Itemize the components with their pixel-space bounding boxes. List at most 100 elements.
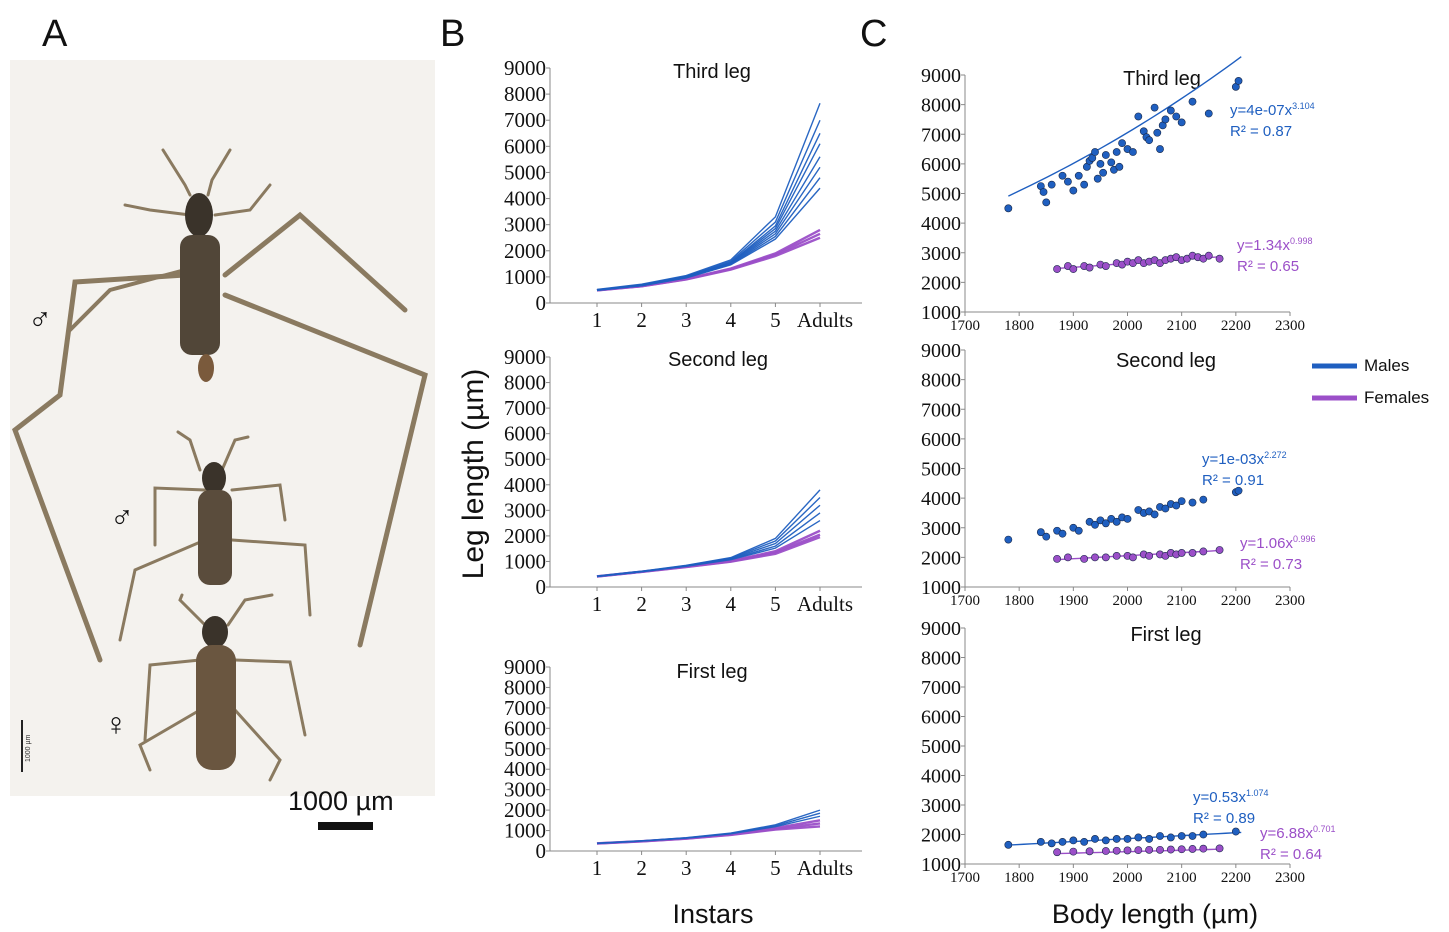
data-point-males [1047,839,1056,848]
data-point-males [1204,109,1213,118]
x-tick-label: 2300 [1275,593,1305,609]
antenna-right [226,593,274,627]
data-point-females [1145,551,1154,560]
y-tick-label: 3000 [504,213,546,237]
series-line-males [596,512,821,578]
data-point-males [1042,198,1051,207]
x-tick-label: 1700 [950,318,980,334]
y-tick-label: 8000 [504,675,546,699]
data-point-females [1101,553,1110,562]
y-tick-label: 8000 [921,370,961,392]
female-head [202,616,228,648]
y-tick-label: 9000 [504,56,546,80]
data-point-males [1161,504,1170,513]
foreleg-left [123,203,192,217]
y-tick-label: 5000 [921,736,961,758]
y-tick-label: 8000 [504,371,546,395]
antenna-left [161,148,192,197]
x-tick-label: 1900 [1058,870,1088,886]
x-tick-label: 2100 [1167,870,1197,886]
data-point-males [1145,136,1154,145]
data-point-males [1074,526,1083,535]
data-point-males [1069,186,1078,195]
midleg-left [68,268,187,332]
antenna-left [178,593,207,627]
data-point-males [1074,171,1083,180]
female-insect [138,593,307,782]
antenna-right [220,435,250,472]
leg-right-2 [230,538,312,617]
female-symbol: ♀ [104,706,128,742]
y-tick-label: 4000 [504,187,546,211]
y-tick-label: 5000 [504,737,546,761]
data-point-females [1199,547,1208,556]
data-point-males [1172,112,1181,121]
data-point-females [1091,553,1099,562]
y-tick-label: 7000 [921,677,961,699]
data-point-males [1156,832,1164,840]
data-point-females [1069,847,1078,856]
chart-title: Third leg [1123,68,1201,90]
y-tick-label: 9000 [921,340,961,362]
y-tick-label: 0 [536,575,547,599]
data-point-females [1199,844,1208,853]
x-tick-label: 2300 [1275,318,1305,334]
data-point-females [1053,265,1061,273]
x-tick-label: 2200 [1221,593,1251,609]
b-ylabel: Leg length (µm) [457,369,490,580]
data-point-females [1177,845,1186,854]
series-line-males [596,519,821,578]
data-point-males [1091,148,1099,156]
r-squared-females: R² = 0.65 [1237,258,1299,275]
antenna-left [176,430,202,472]
c-xlabel: Body length (µm) [1052,899,1258,929]
panel-letter-b: B [440,13,465,55]
data-point-males [1069,836,1078,845]
hindleg-left [12,272,188,663]
x-tick-label: 1800 [1004,593,1034,609]
y-tick-label: 1000 [921,854,961,876]
y-tick-label: 9000 [504,655,546,679]
y-tick-label: 3000 [504,498,546,522]
data-point-males [1058,837,1067,846]
x-tick-label: 1 [592,592,603,616]
y-tick-label: 7000 [921,399,961,421]
data-point-males [1188,832,1197,840]
charts-layer: Third leg0100020003000400050006000700080… [504,56,1336,886]
y-tick-label: 7000 [504,696,546,720]
large-male-body [180,235,220,355]
midleg-right [222,211,408,313]
x-tick-label: 3 [681,592,692,616]
y-tick-label: 4000 [504,757,546,781]
chart-title: First leg [676,661,747,683]
data-point-males [1004,840,1013,849]
data-point-males [1161,115,1170,124]
data-point-males [1166,106,1175,115]
y-tick-label: 8000 [921,95,961,117]
data-point-females [1204,251,1213,260]
data-point-males [1058,529,1067,538]
y-tick-label: 4000 [504,473,546,497]
data-point-females [1053,848,1061,857]
leg-left-1 [143,658,202,742]
chart-title: Second leg [1116,350,1216,372]
y-tick-label: 7000 [504,108,546,132]
y-tick-label: 1000 [504,549,546,573]
equation-females: y=1.34x0.998 [1237,236,1313,254]
series-line-males [596,119,821,291]
x-tick-label: 3 [681,308,692,332]
data-point-males [1177,118,1186,127]
large-male-tip [198,354,214,382]
y-tick-label: 4000 [921,213,961,235]
r-squared-females: R² = 0.73 [1240,556,1302,573]
y-tick-label: 5000 [921,184,961,206]
data-point-males [1123,835,1132,843]
data-point-females [1053,554,1061,563]
y-tick-label: 6000 [504,422,546,446]
small-male-head [202,462,226,494]
data-point-males [1112,517,1121,526]
data-point-females [1080,554,1089,563]
y-tick-label: 3000 [504,778,546,802]
x-tick-label: Adults [797,308,853,332]
data-point-males [1134,112,1143,121]
